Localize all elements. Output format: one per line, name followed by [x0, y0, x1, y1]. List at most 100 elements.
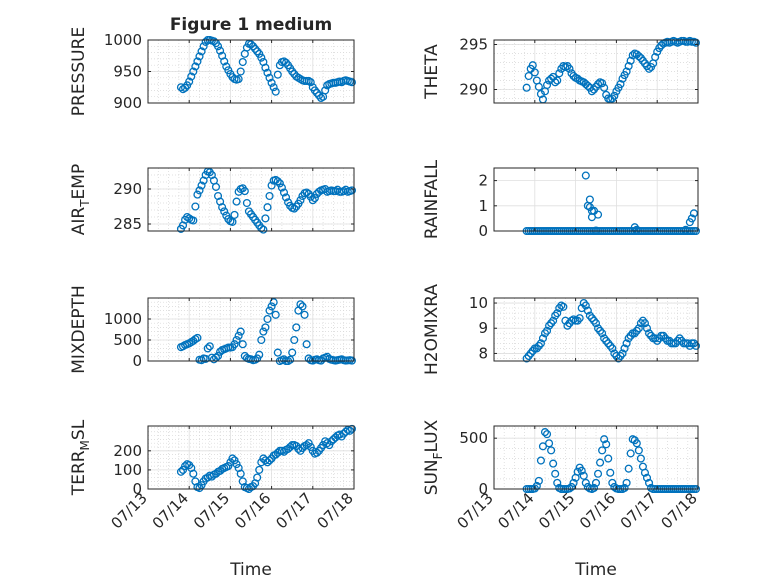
- data-point: [636, 319, 645, 328]
- data-point: [593, 469, 603, 478]
- data-point: [585, 195, 594, 204]
- data-point: [587, 314, 596, 323]
- data-point: [632, 439, 641, 448]
- data-point: [265, 191, 274, 201]
- data-point: [273, 70, 282, 79]
- data-point: [195, 52, 204, 61]
- data-point: [216, 347, 225, 356]
- data-point: [345, 426, 354, 435]
- data-point: [176, 467, 186, 476]
- data-point: [209, 37, 218, 46]
- data-point: [581, 301, 590, 310]
- data-point: [553, 76, 562, 85]
- data-point: [203, 344, 212, 353]
- data-point: [281, 193, 291, 202]
- data-point: [691, 341, 701, 350]
- data-point: [581, 171, 590, 180]
- y-tick-label: 290: [113, 180, 142, 198]
- data-point: [622, 67, 631, 76]
- data-point: [290, 335, 299, 345]
- axes-box: [147, 167, 355, 232]
- data-point: [228, 217, 237, 226]
- data-point: [624, 334, 633, 343]
- data-point: [189, 469, 198, 478]
- data-point: [526, 349, 535, 358]
- y-tick-label: 0: [132, 352, 142, 370]
- y-tick-label: 1000: [104, 310, 142, 328]
- scatter-series: [176, 424, 356, 493]
- data-point: [536, 456, 545, 465]
- data-point: [191, 62, 200, 71]
- data-point: [551, 469, 560, 478]
- data-point: [312, 448, 321, 457]
- scatter-series: [176, 167, 356, 234]
- data-point: [651, 53, 660, 62]
- data-point: [593, 324, 603, 333]
- data-point: [681, 225, 690, 234]
- data-point: [310, 86, 319, 95]
- x-axis-label-left: Time: [229, 560, 272, 580]
- data-point: [596, 326, 605, 335]
- data-point: [553, 309, 562, 318]
- data-point: [540, 329, 550, 338]
- data-point: [246, 40, 256, 49]
- data-point: [275, 179, 284, 188]
- data-point: [587, 87, 596, 96]
- data-point: [263, 68, 272, 77]
- scatter-series: [522, 298, 701, 363]
- data-point: [606, 468, 615, 477]
- data-point: [298, 302, 307, 311]
- data-point: [636, 454, 645, 463]
- data-point: [524, 351, 533, 361]
- data-point: [620, 483, 629, 493]
- data-point: [220, 57, 229, 66]
- data-point: [265, 73, 274, 82]
- data-point: [626, 449, 635, 458]
- data-point: [655, 334, 664, 343]
- y-axis-label: RAINFALL: [422, 159, 442, 239]
- data-point: [347, 186, 356, 195]
- data-point: [573, 74, 582, 83]
- y-tick-label: 10: [469, 294, 488, 312]
- data-point: [238, 340, 247, 349]
- data-point: [263, 203, 272, 212]
- data-point: [579, 471, 588, 480]
- data-point: [608, 478, 617, 487]
- y-axis-label: AIRTEMP: [69, 164, 92, 235]
- data-point: [189, 216, 198, 225]
- data-point: [614, 354, 623, 363]
- data-point: [236, 327, 245, 336]
- data-point: [530, 68, 539, 77]
- data-point: [265, 456, 274, 465]
- data-point: [575, 314, 584, 323]
- data-point: [689, 339, 698, 348]
- data-point: [685, 341, 694, 350]
- data-point: [640, 319, 650, 328]
- data-point: [638, 316, 647, 325]
- data-point: [267, 181, 276, 190]
- data-point: [290, 204, 299, 213]
- y-tick-label: 290: [459, 81, 488, 99]
- data-point: [691, 38, 701, 47]
- y-tick-label: 0: [478, 480, 488, 498]
- data-point: [220, 207, 229, 216]
- axes-box: [493, 297, 699, 362]
- axes-box: [493, 167, 699, 232]
- data-point: [545, 321, 554, 330]
- data-point: [257, 335, 266, 345]
- data-point: [281, 58, 291, 67]
- y-axis-label: THETA: [422, 44, 442, 100]
- data-point: [302, 441, 311, 450]
- y-axis-label: TERRMSL: [69, 419, 92, 496]
- y-tick-label: 500: [113, 331, 142, 349]
- data-point: [261, 214, 270, 223]
- data-point: [634, 52, 643, 61]
- data-point: [296, 300, 305, 309]
- data-point: [261, 323, 270, 332]
- data-point: [286, 355, 295, 364]
- y-tick-label: 200: [113, 442, 142, 460]
- data-point: [644, 64, 654, 73]
- data-point: [642, 324, 652, 333]
- data-point: [596, 458, 605, 467]
